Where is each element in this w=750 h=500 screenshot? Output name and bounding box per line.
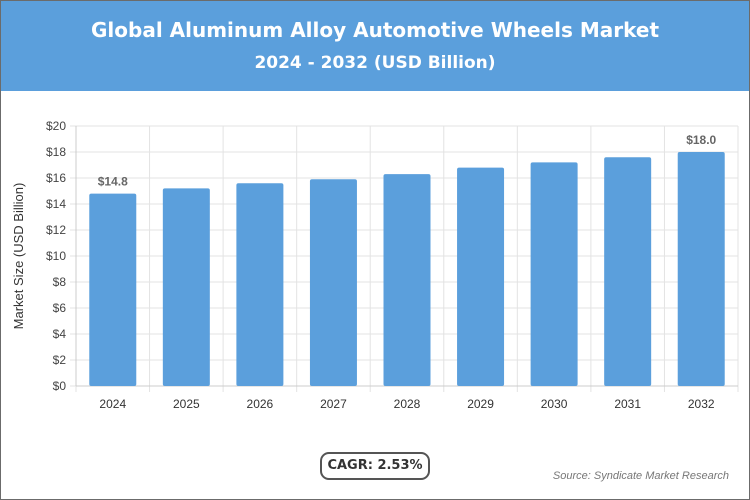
- chart-subtitle: 2024 - 2032 (USD Billion): [254, 53, 496, 73]
- bar-2025: [162, 188, 210, 386]
- y-tick-label: $4: [53, 327, 67, 341]
- y-tick-label: $8: [53, 275, 67, 289]
- bar-2030: [530, 162, 578, 386]
- chart-title: Global Aluminum Alloy Automotive Wheels …: [91, 18, 659, 42]
- y-tick-label: $10: [46, 249, 66, 263]
- bar-2029: [457, 167, 505, 386]
- y-tick-label: $6: [53, 301, 67, 315]
- bar-2031: [604, 157, 652, 386]
- bar-2026: [236, 183, 284, 386]
- bar-2024: [89, 193, 137, 386]
- x-tick-label: 2029: [467, 397, 494, 411]
- data-label: $18.0: [686, 133, 716, 147]
- bar-chart: $0 $2 $4 $6 $8 $10 $12 $14 $16 $18 $20 2024 $14.8 202…: [11, 119, 739, 411]
- data-label: $14.8: [98, 175, 128, 189]
- y-tick-label: $18: [46, 145, 66, 159]
- y-axis-title: Market Size (USD Billion): [11, 183, 26, 330]
- chart-header: Global Aluminum Alloy Automotive Wheels …: [1, 1, 749, 91]
- y-tick-label: $16: [46, 171, 66, 185]
- x-tick-label: 2030: [541, 397, 568, 411]
- x-tick-label: 2026: [247, 397, 274, 411]
- cagr-badge: CAGR: 2.53%: [320, 452, 430, 480]
- x-tick-label: 2031: [614, 397, 641, 411]
- bar-2028: [383, 174, 431, 386]
- y-tick-label: $14: [46, 197, 66, 211]
- source-note: Source: Syndicate Market Research: [552, 470, 729, 482]
- x-tick-label: 2025: [173, 397, 200, 411]
- x-tick-label: 2024: [99, 397, 126, 411]
- x-tick-label: 2032: [688, 397, 715, 411]
- bar-2027: [309, 179, 357, 386]
- y-tick-label: $0: [53, 379, 67, 393]
- y-tick-label: $12: [46, 223, 66, 237]
- x-tick-label: 2028: [394, 397, 421, 411]
- x-tick-label: 2027: [320, 397, 347, 411]
- y-tick-label: $20: [46, 119, 66, 133]
- bar-2032: [677, 152, 725, 386]
- y-tick-label: $2: [53, 353, 67, 367]
